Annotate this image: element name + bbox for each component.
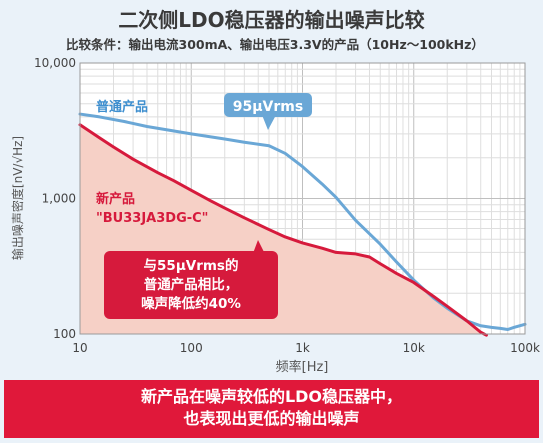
plot-border (79, 62, 526, 335)
x-tick-label: 10 (72, 341, 87, 355)
y-tick-label: 10,000 (34, 56, 76, 70)
line-layer (78, 112, 527, 337)
conclusion-banner: 新产品在噪声较低的LDO稳压器中， 也表现出更低的输出噪声 (4, 380, 539, 438)
y-tick-label: 1,000 (42, 192, 76, 206)
series-line-1 (78, 123, 488, 337)
conclusion-line-1: 新产品在噪声较低的LDO稳压器中， (140, 387, 403, 406)
legend-label-new-product: 新产品 "BU33JA3DG-C" (96, 191, 208, 226)
callout-new-line3: 噪声降低约40% (141, 295, 241, 312)
callout-conventional-pointer (262, 115, 276, 130)
series-line-0 (78, 112, 527, 331)
x-tick-label: 100 (180, 341, 203, 355)
y-axis-label: 输出噪声密度[nV/√Hz] (10, 136, 25, 260)
conclusion-line-2: 也表现出更低的输出噪声 (183, 409, 360, 428)
chart-title: 二次侧LDO稳压器的输出噪声比较 (118, 8, 425, 32)
callout-conventional-box (224, 93, 312, 117)
x-axis-label: 频率[Hz] (276, 359, 329, 375)
callout-new-product: 与55μVrms的 普通产品相比， 噪声降低约40% (104, 240, 278, 319)
callout-new-box (104, 251, 278, 319)
callout-new-line1: 与55μVrms的 (144, 257, 239, 274)
legend-new-line1: 新产品 (96, 191, 135, 207)
chart-subtitle: 比较条件：输出电流300mA、输出电压3.3V的产品（10Hz～100kHz） (66, 37, 484, 52)
legend-new-line2: "BU33JA3DG-C" (96, 211, 208, 226)
legend-label-conventional: 普通产品 (96, 99, 148, 115)
y-tick-label: 100 (53, 327, 76, 341)
callout-conventional: 95μVrms (224, 93, 312, 130)
callout-conventional-text: 95μVrms (233, 99, 303, 115)
x-tick-label: 10k (403, 341, 425, 355)
callout-new-line2: 普通产品相比， (144, 276, 239, 293)
x-tick-label: 100k (510, 341, 540, 355)
x-tick-label: 1k (295, 341, 310, 355)
